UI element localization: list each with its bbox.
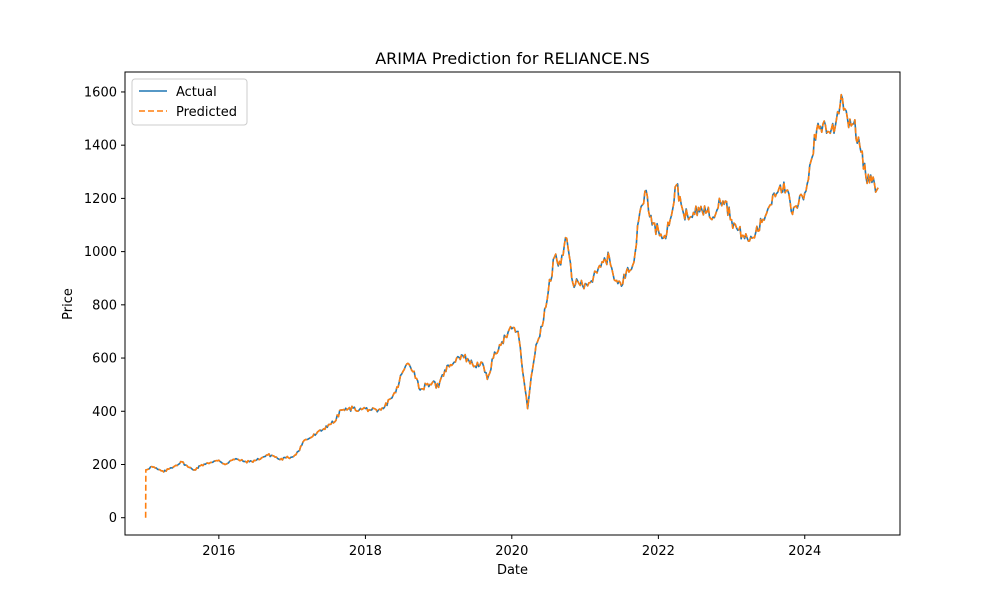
y-tick-label: 1000 [84, 245, 117, 260]
y-tick-label: 1400 [84, 139, 117, 154]
y-tick-label: 1200 [84, 192, 117, 207]
legend: Actual Predicted [131, 78, 248, 126]
y-axis-label: Price [61, 288, 76, 320]
y-axis: 0 200 400 600 800 1000 1200 1400 1600 [84, 85, 125, 526]
x-axis-label: Date [497, 563, 528, 578]
y-tick-label: 1600 [84, 85, 117, 100]
x-tick-label: 2016 [202, 544, 235, 559]
legend-label-predicted: Predicted [176, 105, 237, 120]
y-tick-label: 800 [92, 298, 117, 313]
series-line-predicted [144, 93, 879, 518]
chart-title: ARIMA Prediction for RELIANCE.NS [375, 49, 650, 68]
y-tick-label: 400 [92, 405, 117, 420]
legend-label-actual: Actual [176, 85, 217, 100]
y-tick-label: 0 [109, 511, 117, 526]
plot-area [124, 71, 901, 536]
series-layer [144, 93, 879, 518]
y-tick-label: 600 [92, 352, 117, 367]
x-axis: 2016 2018 2020 2022 2024 [202, 535, 821, 559]
y-tick-label: 200 [92, 458, 117, 473]
axes-frame [124, 71, 901, 536]
x-tick-label: 2024 [788, 544, 821, 559]
x-tick-label: 2020 [495, 544, 528, 559]
x-tick-label: 2022 [642, 544, 675, 559]
x-tick-label: 2018 [349, 544, 382, 559]
